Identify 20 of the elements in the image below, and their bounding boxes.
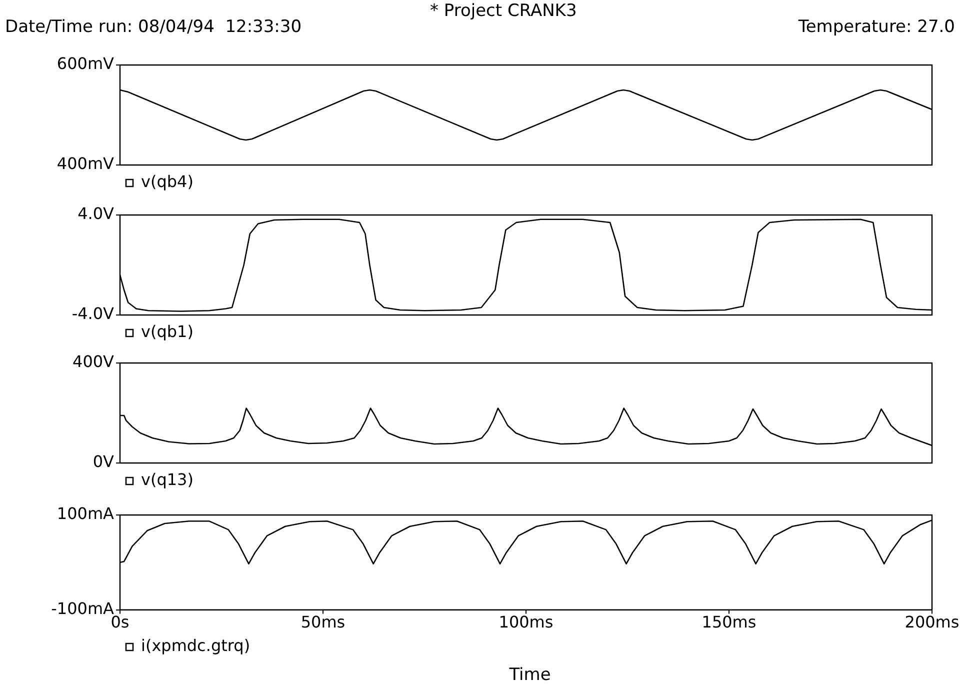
x-tick-label: 150ms: [702, 612, 756, 632]
legend-label: v(qb1): [141, 322, 194, 342]
x-tick-label: 200ms: [904, 612, 960, 632]
x-tick-label: 50ms: [300, 612, 346, 632]
y-tick-label: -4.0V: [72, 304, 114, 324]
y-tick-label: 100mA: [56, 504, 114, 524]
y-tick-label: 400mV: [56, 154, 114, 174]
legend-label: i(xpmdc.gtrq): [141, 636, 250, 656]
chart-title: * Project CRANK3: [430, 1, 577, 21]
x-tick-label: 0s: [110, 612, 130, 632]
legend-label: v(qb4): [141, 172, 194, 192]
x-tick-label: 100ms: [498, 612, 554, 632]
y-tick-label: 400V: [72, 352, 114, 372]
y-tick-label: 600mV: [56, 54, 114, 74]
y-tick-label: 4.0V: [78, 204, 114, 224]
x-axis-title: Time: [509, 665, 551, 685]
legend-label: v(q13): [141, 470, 194, 490]
text: Temperature: 27.0: [798, 17, 955, 37]
y-tick-label: 0V: [92, 452, 114, 472]
text: Date/Time run: 08/04/94 12:33:30: [5, 17, 302, 37]
